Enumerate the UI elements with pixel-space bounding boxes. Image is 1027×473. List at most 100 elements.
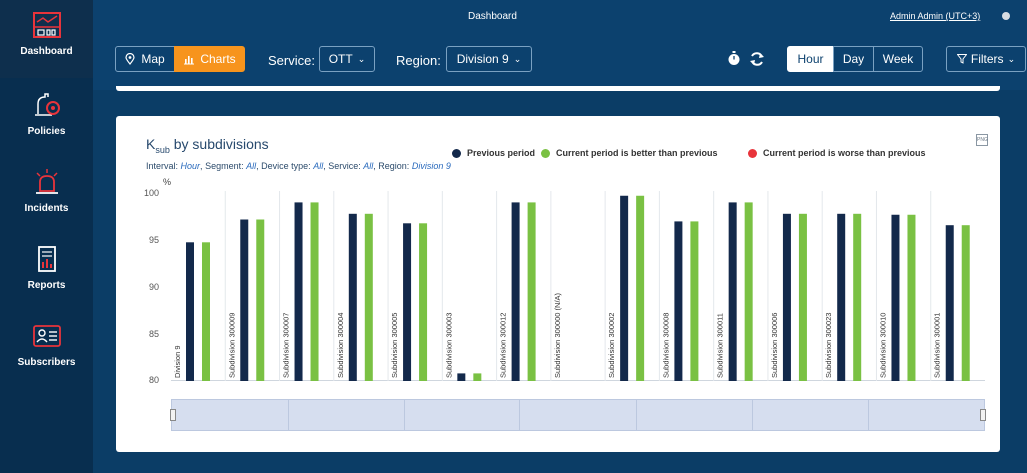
x-tick-label: Subdivision 300005 bbox=[390, 313, 399, 378]
y-tick-label: 85 bbox=[148, 329, 159, 339]
sidebar-item-dashboard[interactable]: Dashboard bbox=[0, 0, 93, 78]
navigator-handle-left[interactable] bbox=[170, 409, 176, 421]
interval-label: Interval: bbox=[146, 161, 179, 171]
bar-previous[interactable] bbox=[457, 373, 466, 381]
bar-current[interactable] bbox=[527, 202, 536, 381]
bar-chart-icon bbox=[184, 55, 195, 64]
x-tick-label: Subdivision 300006 bbox=[770, 313, 779, 378]
incidents-icon bbox=[35, 169, 58, 194]
sidebar-item-label: Subscribers bbox=[17, 357, 76, 368]
chevron-down-icon: ⌄ bbox=[1007, 53, 1016, 64]
x-tick-label: Division 9 bbox=[173, 345, 182, 378]
y-tick-label: 80 bbox=[148, 375, 159, 385]
navigator-divider bbox=[404, 400, 405, 430]
service-select[interactable]: OTT ⌄ bbox=[319, 46, 375, 72]
previous-card-bottom bbox=[116, 86, 1000, 91]
filters-button[interactable]: Filters ⌄ bbox=[946, 46, 1026, 72]
x-tick-label: Subdivision 300000 (N/A) bbox=[553, 292, 562, 378]
service-select-value: OTT bbox=[328, 52, 353, 66]
bar-previous[interactable] bbox=[240, 219, 249, 382]
stopwatch-icon[interactable] bbox=[727, 50, 741, 66]
region-filter-label: Region: bbox=[378, 161, 410, 171]
bar-current[interactable] bbox=[853, 213, 862, 381]
service-filter-label: Service: bbox=[328, 161, 361, 171]
bar-previous[interactable] bbox=[348, 213, 357, 381]
bar-current[interactable] bbox=[907, 214, 916, 381]
region-select-value: Division 9 bbox=[456, 52, 509, 66]
legend-previous[interactable]: Previous period bbox=[452, 148, 535, 158]
chart-title: Ksub by subdivisions bbox=[146, 136, 269, 155]
bar-chart-plot: Division 9 Subdivision 300009 Subdivision … bbox=[171, 191, 985, 381]
region-filter-value: Division 9 bbox=[411, 161, 451, 171]
legend-worse[interactable]: Current period is worse than previous bbox=[748, 148, 926, 158]
map-view-label: Map bbox=[141, 52, 165, 66]
bar-previous[interactable] bbox=[294, 202, 303, 381]
x-tick-label: Subdivision 300010 bbox=[878, 313, 887, 378]
legend-dot bbox=[541, 148, 550, 158]
navigator-divider bbox=[636, 400, 637, 430]
navigator-divider bbox=[288, 400, 289, 430]
bar-previous[interactable] bbox=[403, 223, 412, 381]
period-hour-button[interactable]: Hour bbox=[787, 46, 834, 72]
y-tick-label: 95 bbox=[148, 235, 159, 245]
charts-view-button[interactable]: Charts bbox=[174, 46, 245, 72]
x-tick-label: Subdivision 300004 bbox=[336, 313, 345, 378]
bar-current[interactable] bbox=[690, 221, 699, 381]
refresh-icon[interactable] bbox=[749, 51, 765, 67]
sidebar-item-policies[interactable]: Policies bbox=[0, 80, 93, 158]
device-label: Device type: bbox=[261, 161, 311, 171]
bar-current[interactable] bbox=[310, 202, 319, 381]
bar-current[interactable] bbox=[473, 373, 482, 381]
sidebar-item-subscribers[interactable]: Subscribers bbox=[0, 311, 93, 389]
bar-current[interactable] bbox=[256, 219, 265, 382]
period-week-button[interactable]: Week bbox=[873, 46, 923, 72]
map-view-button[interactable]: Map bbox=[115, 46, 175, 72]
bar-current[interactable] bbox=[419, 223, 428, 381]
legend-better[interactable]: Current period is better than previous bbox=[541, 148, 718, 158]
x-tick-label: Subdivision 300001 bbox=[933, 313, 942, 378]
chart-title-rest: by subdivisions bbox=[169, 136, 269, 152]
dashboard-icon bbox=[32, 12, 61, 38]
bar-current[interactable] bbox=[798, 213, 807, 381]
navigator-divider bbox=[752, 400, 753, 430]
sidebar-item-reports[interactable]: Reports bbox=[0, 234, 93, 312]
bar-previous[interactable] bbox=[837, 213, 846, 381]
export-png-button[interactable]: PNG bbox=[976, 134, 988, 146]
chart-range-navigator[interactable] bbox=[170, 399, 986, 431]
bar-previous[interactable] bbox=[782, 213, 791, 381]
region-label: Region: bbox=[396, 53, 441, 68]
bar-previous[interactable] bbox=[674, 221, 683, 381]
bar-current[interactable] bbox=[364, 213, 373, 381]
sidebar-item-incidents[interactable]: Incidents bbox=[0, 157, 93, 235]
y-tick-label: 100 bbox=[143, 188, 159, 198]
service-label: Service: bbox=[268, 53, 315, 68]
service-filter-value: All bbox=[363, 161, 374, 171]
region-select[interactable]: Division 9 ⌄ bbox=[446, 46, 532, 72]
navigator-divider bbox=[868, 400, 869, 430]
bar-previous[interactable] bbox=[620, 195, 629, 381]
status-indicator bbox=[1002, 12, 1010, 20]
legend-dot bbox=[748, 148, 757, 158]
bar-current[interactable] bbox=[961, 225, 970, 381]
bar-previous[interactable] bbox=[728, 202, 737, 381]
bar-current[interactable] bbox=[202, 242, 210, 381]
period-day-button[interactable]: Day bbox=[833, 46, 874, 72]
sidebar-item-label: Reports bbox=[27, 280, 66, 291]
navigator-handle-right[interactable] bbox=[980, 409, 986, 421]
chart-subtitle: Interval: Hour, Segment: All, Device typ… bbox=[146, 161, 451, 171]
sidebar-item-label: Incidents bbox=[24, 203, 69, 214]
sidebar-item-label: Policies bbox=[27, 126, 66, 137]
bar-current[interactable] bbox=[744, 202, 753, 381]
bar-previous[interactable] bbox=[511, 202, 520, 381]
charts-view-label: Charts bbox=[200, 52, 236, 66]
x-tick-label: Subdivision 300007 bbox=[282, 313, 291, 378]
legend-label: Previous period bbox=[467, 148, 536, 158]
chart-title-sub: sub bbox=[155, 144, 170, 155]
segment-label: Segment: bbox=[205, 161, 244, 171]
user-menu-link[interactable]: Admin Admin (UTC+3) bbox=[890, 11, 981, 21]
bar-previous[interactable] bbox=[186, 242, 194, 381]
bar-previous[interactable] bbox=[945, 225, 954, 381]
bar-current[interactable] bbox=[636, 195, 645, 381]
sidebar: Dashboard Policies Incidents Report bbox=[0, 0, 93, 473]
bar-previous[interactable] bbox=[891, 214, 900, 381]
